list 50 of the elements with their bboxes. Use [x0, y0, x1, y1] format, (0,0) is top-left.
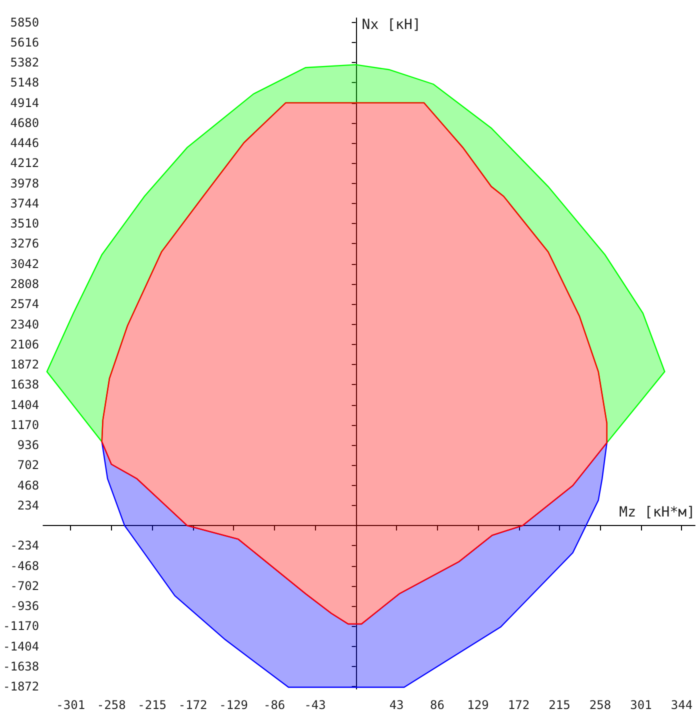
y-tick-label: 3978: [10, 176, 40, 190]
x-tick-label: 172: [508, 698, 530, 711]
x-tick-label: -172: [178, 698, 208, 711]
y-tick-label: 5850: [10, 15, 40, 30]
y-tick-label: 3744: [10, 196, 40, 210]
y-tick-label: 3276: [10, 236, 40, 251]
x-tick-label: 258: [589, 698, 612, 711]
y-tick-label: -1170: [3, 619, 40, 634]
x-tick-label: 344: [670, 698, 693, 711]
y-tick-label: 2340: [10, 317, 40, 332]
x-tick-label: 301: [630, 698, 652, 711]
y-tick-label: -1872: [3, 680, 40, 694]
x-tick-label: 43: [389, 698, 404, 711]
y-tick-label: 5382: [10, 56, 40, 70]
y-tick-label: -1404: [3, 639, 40, 654]
y-tick-label: 4212: [10, 156, 40, 170]
y-tick-label: 702: [17, 458, 40, 472]
y-tick-label: 936: [17, 438, 40, 452]
y-tick-label: 4680: [10, 116, 40, 130]
y-tick-label: 1404: [10, 398, 40, 412]
y-tick-label: 4446: [10, 136, 40, 150]
y-axis-title: Nx [кН]: [362, 17, 421, 33]
y-tick-label: -936: [10, 599, 40, 614]
y-tick-label: 2106: [10, 337, 40, 352]
x-tick-label: 86: [430, 698, 445, 711]
x-tick-label: -86: [263, 698, 286, 711]
y-tick-label: 1170: [10, 418, 40, 432]
y-tick-label: 3042: [10, 256, 40, 271]
x-axis-title: Mz [кН*м]: [619, 504, 695, 521]
y-tick-label: 2808: [10, 276, 40, 291]
y-tick-label: 5148: [10, 76, 40, 90]
y-tick-label: 468: [17, 478, 40, 492]
y-tick-label: -702: [10, 578, 40, 593]
x-tick-label: -215: [138, 698, 167, 711]
y-tick-label: -234: [10, 538, 40, 553]
y-tick-label: -1638: [3, 659, 40, 674]
y-tick-label: 3510: [10, 216, 40, 231]
x-tick-label: -43: [304, 698, 326, 711]
x-tick-label: -129: [219, 698, 248, 711]
y-tick-label: 2574: [10, 297, 40, 312]
y-tick-label: -468: [10, 558, 40, 573]
y-tick-label: 234: [17, 498, 40, 512]
x-tick-label: 129: [467, 698, 489, 711]
y-tick-label: 1638: [10, 378, 40, 392]
x-tick-label: 215: [548, 698, 570, 711]
x-tick-label: -301: [56, 698, 86, 711]
x-tick-label: -258: [96, 698, 126, 711]
y-tick-label: 1872: [10, 358, 40, 372]
y-tick-label: 5616: [10, 35, 40, 50]
y-tick-label: 4914: [10, 96, 40, 110]
